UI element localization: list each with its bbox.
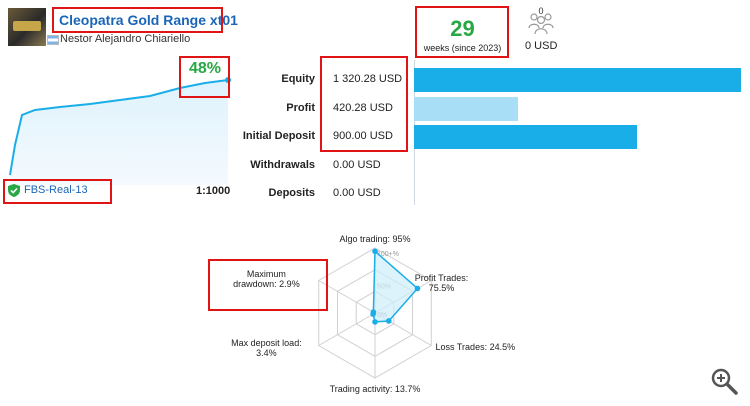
highlight-title xyxy=(52,7,223,33)
radar-label-4: Max deposit load: 3.4% xyxy=(231,337,302,358)
label-withdrawals: Withdrawals xyxy=(250,158,315,171)
radar-spoke xyxy=(318,312,376,346)
flag-icon xyxy=(47,35,59,45)
value-equity: 1 320.28 USD xyxy=(333,73,403,85)
radar-chart: 100+%50%0% xyxy=(318,247,432,379)
value-profit: 420.28 USD xyxy=(333,101,393,114)
shield-check-icon xyxy=(8,184,20,197)
radar-label-3: Trading activity: 13.7% xyxy=(329,384,421,394)
growth-percent: 48% xyxy=(188,60,222,77)
value-withdrawals: 0.00 USD xyxy=(333,158,381,171)
label-profit: Profit xyxy=(286,101,315,114)
growth-area xyxy=(10,80,228,185)
value-initial-deposit: 900.00 USD xyxy=(333,130,393,142)
signal-logo xyxy=(8,8,46,46)
radar-ring-label: 100+% xyxy=(377,251,399,258)
radar-label-1: Profit Trades: 75.5% xyxy=(414,272,469,293)
copy-funds: 0 USD xyxy=(525,40,558,52)
radar-point xyxy=(372,319,378,325)
radar-point xyxy=(372,248,378,255)
radar-point xyxy=(414,285,421,292)
highlight-growth xyxy=(179,56,230,98)
weeks-count: 29 xyxy=(450,16,475,41)
label-deposits: Deposits xyxy=(268,187,315,199)
highlight-drawdown xyxy=(208,259,328,311)
highlight-weeks xyxy=(415,6,509,58)
bar-equity xyxy=(414,68,741,92)
label-equity: Equity xyxy=(281,73,315,85)
leverage: 1:1000 xyxy=(196,185,231,197)
radar-point xyxy=(385,318,392,324)
radar-label-5: Maximum drawdown: 2.9% xyxy=(233,268,300,289)
bar-profit xyxy=(414,96,519,121)
zoom-in-icon[interactable] xyxy=(709,366,739,396)
account-name[interactable]: FBS-Real-13 xyxy=(24,184,88,196)
highlight-account xyxy=(3,179,112,204)
growth-line xyxy=(9,79,229,176)
radar-point xyxy=(370,309,377,315)
radar-label-2: Loss Trades: 24.5% xyxy=(435,341,516,352)
subscribers-count: 0 xyxy=(538,6,544,16)
author-name[interactable]: Nestor Alejandro Chiariello xyxy=(60,33,191,45)
highlight-financials xyxy=(320,56,408,152)
weeks-label: weeks (since 2023) xyxy=(423,43,502,53)
radar-label-0: Algo trading: 95% xyxy=(339,234,411,244)
radar-spoke xyxy=(318,280,376,314)
value-deposits: 0.00 USD xyxy=(333,187,381,199)
signal-title[interactable]: Cleopatra Gold Range xt01 xyxy=(59,12,238,28)
label-initial-deposit: Initial Deposit xyxy=(242,130,315,142)
subscribers-icon xyxy=(528,13,554,35)
bar-initial-deposit xyxy=(414,125,637,149)
